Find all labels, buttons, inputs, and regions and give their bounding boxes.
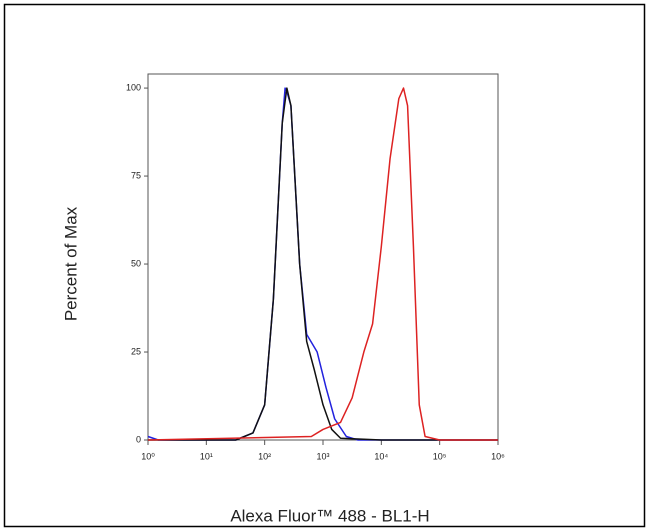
series-line [148, 87, 498, 441]
y-tick-label: 100 [126, 82, 141, 92]
x-tick-label: 10² [258, 451, 271, 461]
y-tick-label: 0 [136, 434, 141, 444]
x-axis-label: Alexa Fluor™ 488 - BL1-H [230, 506, 429, 525]
y-tick-label: 50 [131, 258, 141, 268]
y-tick-label: 75 [131, 170, 141, 180]
series-line [147, 87, 498, 441]
x-tick-label: 10⁶ [491, 451, 505, 461]
x-tick-label: 10⁵ [433, 451, 447, 461]
x-tick-label: 10¹ [200, 451, 213, 461]
y-axis-label: Percent of Max [61, 206, 80, 321]
y-tick-label: 25 [131, 346, 141, 356]
series-line [147, 87, 498, 441]
x-tick-label: 10⁰ [141, 451, 155, 461]
x-tick-label: 10⁴ [374, 451, 388, 461]
frame [3, 3, 646, 528]
plot-area [147, 73, 499, 441]
x-tick-label: 10³ [316, 451, 329, 461]
